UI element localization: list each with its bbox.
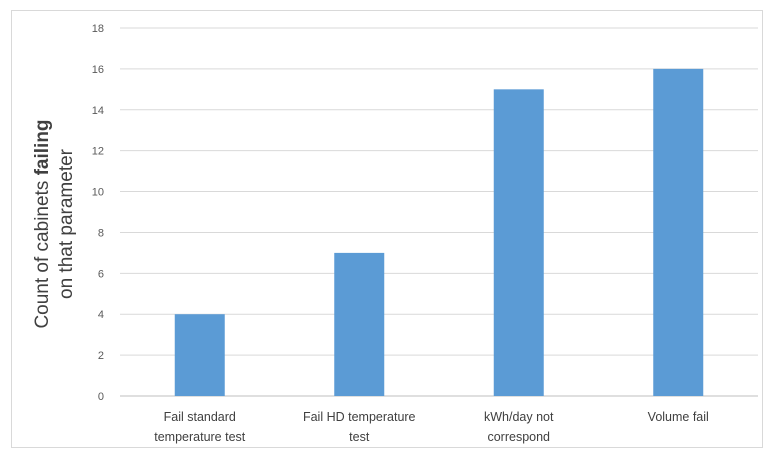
y-tick-labels: 0 2 4 6 8 10 12 14 16 18 — [92, 23, 104, 403]
bar — [493, 89, 544, 396]
y-tick-label: 16 — [92, 64, 104, 76]
y-tick-label: 4 — [98, 309, 104, 321]
x-category-label: Volume fail — [648, 410, 709, 424]
y-tick-label: 18 — [92, 23, 104, 35]
y-axis-label-line: Count of cabinets failing — [32, 119, 53, 328]
y-tick-label: 2 — [98, 350, 104, 362]
y-tick-label: 10 — [92, 187, 104, 199]
y-axis-label-line: on that parameter — [56, 148, 77, 299]
x-category-labels: Fail standard temperature test Fail HD tem… — [154, 410, 709, 444]
x-category-label: Fail HD temperature test — [303, 410, 416, 444]
bars — [174, 68, 704, 396]
bar — [653, 68, 704, 396]
chart-frame — [11, 10, 763, 448]
x-category-label: kWh/day not correspond — [484, 410, 554, 444]
gridlines — [120, 27, 758, 397]
y-tick-label: 14 — [92, 105, 104, 117]
x-category-label: Fail standard temperature test — [154, 410, 246, 444]
y-tick-label: 12 — [92, 146, 104, 158]
bar — [174, 314, 225, 396]
y-tick-label: 0 — [98, 391, 104, 403]
bar — [334, 252, 385, 396]
y-tick-label: 8 — [98, 227, 104, 239]
y-tick-label: 6 — [98, 268, 104, 280]
